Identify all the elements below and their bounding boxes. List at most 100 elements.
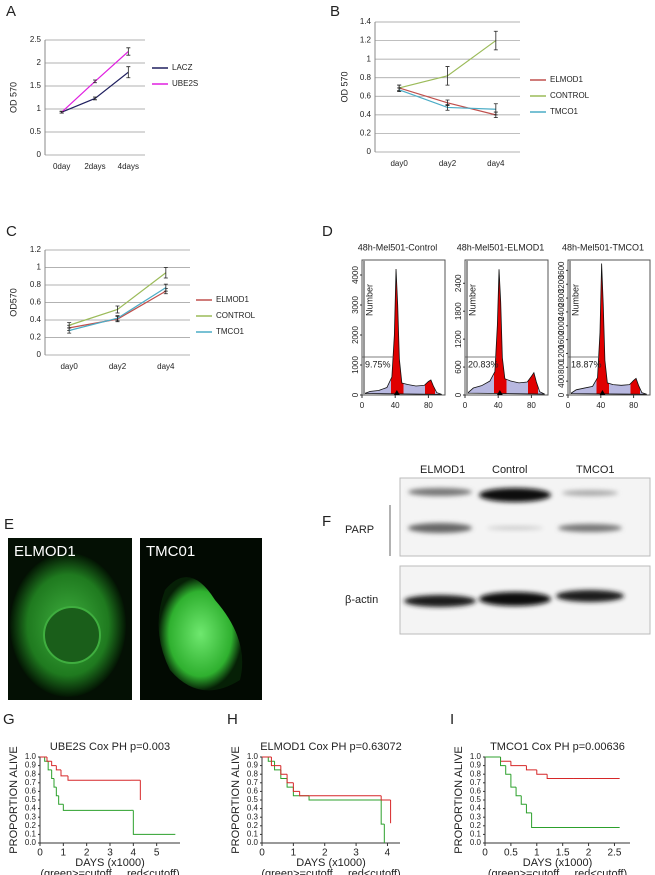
annotation: 9.75% [365,359,391,369]
chart-title: 48h-Mel501-Control [358,242,438,252]
x-tick-label: 1 [534,848,540,859]
error-bar [445,104,450,111]
y-tick-label: 0.2 [30,333,42,342]
error-bar [493,30,498,51]
annotation: 20.83% [468,359,499,369]
x-tick-label: 40 [596,401,605,410]
y-tick-label: 0.0 [25,838,37,847]
x-tick-label: 4 [131,848,137,859]
legend-label: UBE2S [172,79,198,88]
x-tick-label: 2 [586,848,592,859]
x-tick-label: 5 [154,848,160,859]
y-tick-label: 1200 [454,330,463,348]
x-axis-label: DAYS (x1000) [75,857,145,869]
x-tick-label: 40 [391,401,400,410]
y-tick-label: 0.8 [247,769,259,778]
chart-title: 48h-Mel501-ELMOD1 [457,242,545,252]
annotation: 18.87% [571,359,602,369]
peak-marker [599,390,606,395]
error-bar [126,47,131,56]
survival-step [280,765,288,775]
x-tick-label: 0 [482,848,488,859]
y-tick-label: 0.1 [470,830,482,839]
x-tick-label: 3 [353,848,359,859]
y-tick-label: 0.4 [25,804,37,813]
y-tick-label: 0.4 [30,315,42,324]
y-axis-label: PROPORTION ALIVE [8,746,20,853]
y-tick-label: 0.5 [30,127,42,136]
x-tick-label: 80 [527,401,536,410]
y-tick-label: 0.9 [25,761,37,770]
survival-step [286,774,294,784]
y-tick-label: 1.4 [360,17,372,26]
survival-step [510,761,527,767]
y-tick-label: 0.8 [30,280,42,289]
y-tick-label: 0.2 [470,821,482,830]
plot-frame [361,259,446,396]
band [404,595,476,607]
error-bar [115,315,120,322]
x-tick-label: 1.5 [556,848,570,859]
x-tick-label: 0 [37,848,43,859]
legend-label: ELMOD1 [550,75,583,84]
survival-step [525,804,532,814]
band [479,488,551,502]
survival-step [46,757,52,762]
y-tick-label: 2400 [557,302,566,320]
x-tick-label: 0 [259,848,265,859]
y-tick-label: 1 [37,104,42,113]
y-tick-label: 1.2 [30,245,42,254]
y-tick-label: 1200 [557,344,566,362]
error-bar [126,66,131,79]
y-axis-label: Number [364,284,374,316]
panel-label: G [3,711,15,728]
y-tick-label: 1 [37,263,42,272]
x-tick-label: day0 [60,362,78,371]
y-tick-label: 3200 [557,275,566,293]
y-tick-label: 0 [557,392,566,397]
y-tick-label: 0.9 [470,761,482,770]
error-bar [115,305,120,314]
survival-step [53,778,57,788]
y-tick-label: 1 [367,54,372,63]
panel-label: I [450,711,454,728]
panel-label: B [330,3,340,20]
x-tick-label: 3 [107,848,113,859]
y-tick-label: 0.4 [470,804,482,813]
y-axis-label: Number [570,284,580,316]
peak-marker [393,390,400,395]
y-tick-label: 0.3 [247,812,259,821]
survival-step [536,769,548,775]
histogram-area [466,269,545,395]
note: (green>=cutoff red<cutoff) [40,868,179,875]
survival-step [267,757,275,762]
panel-label: H [227,711,238,728]
y-tick-label: 2000 [351,326,360,344]
histogram-area [364,268,442,395]
x-tick-label: 2 [322,848,328,859]
panel-label: A [6,3,16,20]
x-axis-label: DAYS (x1000) [523,857,593,869]
row-label: β-actin [345,594,378,606]
x-tick-label: 40 [494,401,503,410]
y-tick-label: 2800 [557,289,566,307]
y-axis-label: PROPORTION ALIVE [453,746,465,853]
band [408,523,472,533]
image-label: ELMOD1 [14,543,76,560]
legend-label: ELMOD1 [216,295,249,304]
y-axis-label: PROPORTION ALIVE [230,746,242,853]
survival-step [270,757,281,767]
survival-step [308,795,382,801]
x-tick-label: 1 [291,848,297,859]
legend-label: CONTROL [550,91,590,100]
x-tick-label: 80 [424,401,433,410]
x-tick-label: day4 [157,362,175,371]
x-tick-label: 4 [385,848,391,859]
y-tick-label: 2 [37,58,42,67]
peak-marker [496,390,503,395]
x-axis-label: DAYS (x1000) [296,857,366,869]
y-tick-label: 0.5 [470,795,482,804]
legend-label: LACZ [172,63,193,72]
